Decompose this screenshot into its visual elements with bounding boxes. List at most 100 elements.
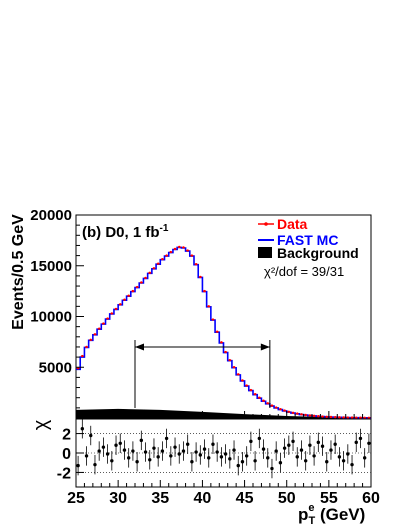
residual-y-tick-label: 0 [62, 446, 71, 463]
data-point [279, 407, 282, 411]
data-point [333, 415, 337, 419]
data-point [114, 307, 118, 311]
fit-range-arrow [134, 340, 271, 408]
data-point [262, 399, 265, 402]
data-point [346, 416, 350, 419]
data-point [249, 388, 253, 392]
residual-point [253, 459, 257, 463]
data-point [270, 404, 274, 407]
residual-point [135, 460, 139, 464]
data-point [110, 312, 114, 315]
residual-y-tick-label: -2 [57, 465, 71, 482]
residual-point [320, 444, 325, 448]
residual-y-ticks: -2 0 2 [57, 427, 84, 482]
data-point [81, 354, 84, 358]
data-point [169, 250, 173, 254]
residual-points [76, 419, 371, 479]
residual-point [164, 436, 169, 441]
residual-point [185, 442, 190, 446]
data-point [350, 416, 354, 419]
residual-panel: -2 0 2 25 30 35 40 45 50 55 60 χ pe T (GeV) [30, 418, 380, 527]
residual-point [202, 447, 207, 451]
residual-point [143, 450, 148, 454]
data-point [367, 416, 371, 420]
data-point [329, 415, 333, 419]
residual-point [190, 460, 194, 464]
data-point [152, 267, 156, 270]
residual-x-ticks: 25 30 35 40 45 50 55 60 [67, 480, 380, 507]
residual-point [101, 445, 106, 449]
data-point [165, 254, 168, 257]
data-point [359, 416, 362, 419]
data-point [93, 333, 97, 336]
data-point [106, 317, 109, 320]
data-point [135, 285, 139, 289]
data-point [97, 327, 101, 330]
background-area [76, 408, 371, 418]
residual-point [198, 453, 203, 457]
residual-point [160, 449, 165, 453]
y-tick-label: 15000 [30, 258, 72, 275]
x-tick-label: 55 [320, 490, 338, 507]
residual-point [299, 448, 304, 452]
data-point [287, 410, 291, 414]
residual-point [329, 448, 333, 452]
annotation-label: (b) D0, 1 fb-1 [82, 223, 169, 241]
x-axis-label: pe T (GeV) [298, 502, 365, 527]
data-point [304, 413, 307, 417]
fit-range-right-arrowhead [260, 343, 270, 351]
data-point [232, 366, 236, 369]
data-point [258, 396, 261, 399]
data-point [325, 415, 328, 418]
data-point [291, 411, 295, 415]
legend-background-swatch [258, 247, 272, 258]
data-point [199, 275, 202, 279]
data-point [296, 412, 299, 415]
residual-point [333, 442, 337, 446]
data-point [228, 358, 232, 362]
residual-point [148, 458, 152, 462]
residual-point [249, 439, 253, 444]
main-y-ticks: 5000 10000 15000 20000 [30, 207, 84, 409]
residual-y-tick-label: 2 [62, 427, 71, 444]
data-point [89, 338, 92, 342]
residual-point [177, 452, 181, 456]
data-point [308, 414, 312, 417]
residual-y-axis-label: χ [30, 419, 52, 430]
residual-point [303, 459, 308, 463]
residual-point [89, 433, 93, 438]
data-point [194, 263, 198, 266]
residual-point [114, 443, 118, 447]
residual-point [341, 459, 346, 463]
x-tick-label: 30 [109, 490, 127, 507]
x-tick-label: 45 [236, 490, 254, 507]
data-point [131, 289, 135, 293]
residual-point [169, 454, 173, 458]
data-point [363, 416, 366, 419]
residual-point [274, 449, 278, 453]
residual-point [337, 455, 342, 459]
residual-point [362, 456, 367, 460]
residual-point [270, 466, 274, 471]
x-tick-label: 50 [278, 490, 296, 507]
data-point [245, 384, 248, 387]
residual-point [308, 443, 312, 447]
y-tick-label: 5000 [39, 359, 72, 376]
data-point [182, 246, 185, 249]
data-point [148, 271, 151, 275]
residual-point [367, 441, 371, 445]
data-point [237, 373, 240, 376]
residual-point [282, 446, 287, 450]
residual-point [291, 439, 295, 444]
legend: Data FAST MC Background [258, 216, 359, 261]
data-point [215, 330, 219, 333]
residual-point [358, 436, 363, 441]
data-point [140, 281, 143, 284]
fit-range-left-arrowhead [135, 343, 144, 351]
residual-point [215, 450, 219, 454]
residual-point [207, 456, 211, 460]
main-x-ticks [75, 411, 372, 418]
x-tick-label: 60 [362, 490, 380, 507]
data-point [144, 276, 147, 280]
x-tick-label: 40 [194, 490, 212, 507]
